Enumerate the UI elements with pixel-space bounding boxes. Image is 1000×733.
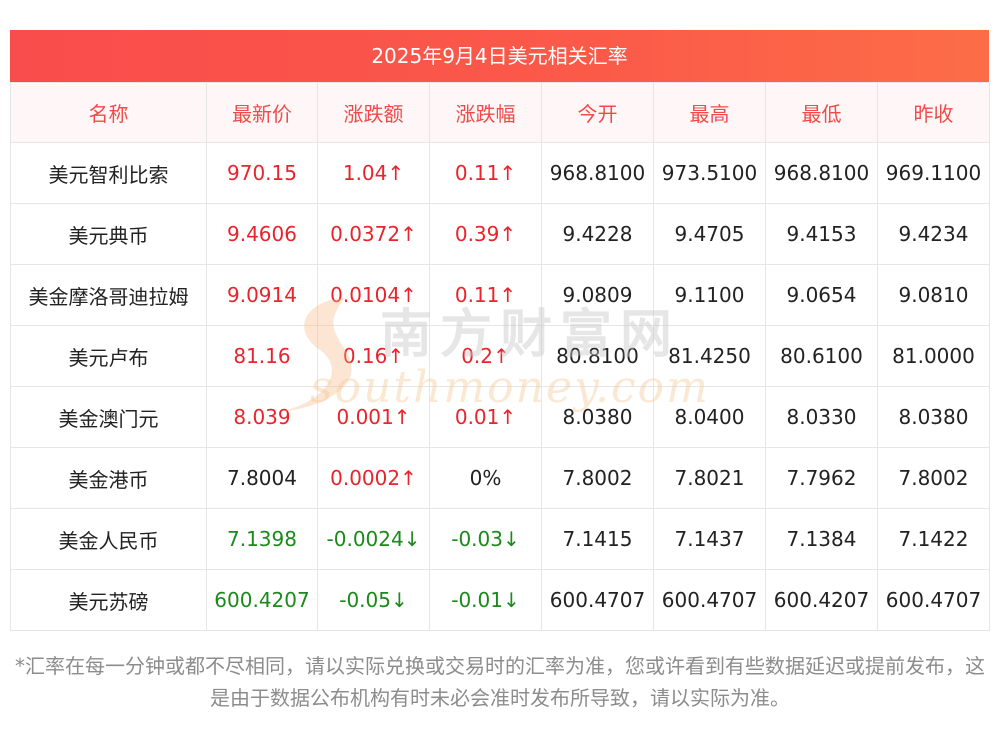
cell-prev: 7.1422	[877, 508, 990, 570]
cell-high: 8.0400	[653, 386, 766, 448]
cell-prev: 9.0810	[877, 264, 990, 326]
cell-high: 9.1100	[653, 264, 766, 326]
table-header-row: 名称 最新价 涨跌额 涨跌幅 今开 最高 最低 昨收	[10, 82, 990, 143]
cell-low: 600.4207	[765, 569, 878, 631]
cell-change: 0.0002↑	[317, 447, 430, 509]
col-header-name: 名称	[10, 82, 207, 143]
cell-pct: -0.03↓	[429, 508, 542, 570]
cell-open: 7.8002	[541, 447, 654, 509]
cell-name: 美元苏磅	[10, 569, 207, 631]
footnote: *汇率在每一分钟或都不尽相同，请以实际兑换或交易时的汇率为准，您或许看到有些数据…	[15, 654, 985, 710]
cell-name: 美元典币	[10, 203, 207, 265]
cell-change: 1.04↑	[317, 142, 430, 204]
table-row: 美金摩洛哥迪拉姆 9.0914 0.0104↑ 0.11↑ 9.0809 9.1…	[10, 264, 990, 326]
cell-open: 968.8100	[541, 142, 654, 204]
table-row: 美元智利比索 970.15 1.04↑ 0.11↑ 968.8100 973.5…	[10, 142, 990, 204]
cell-name: 美金港币	[10, 447, 207, 509]
cell-prev: 8.0380	[877, 386, 990, 448]
cell-change: 0.0104↑	[317, 264, 430, 326]
cell-low: 8.0330	[765, 386, 878, 448]
table-title: 2025年9月4日美元相关汇率	[10, 30, 989, 82]
table-row: 美元典币 9.4606 0.0372↑ 0.39↑ 9.4228 9.4705 …	[10, 203, 990, 265]
cell-latest: 8.039	[206, 386, 318, 448]
cell-change: 0.001↑	[317, 386, 430, 448]
cell-high: 7.1437	[653, 508, 766, 570]
cell-open: 7.1415	[541, 508, 654, 570]
cell-prev: 600.4707	[877, 569, 990, 631]
cell-change: 0.0372↑	[317, 203, 430, 265]
cell-pct: 0.39↑	[429, 203, 542, 265]
cell-name: 美元卢布	[10, 325, 207, 387]
cell-pct: 0.2↑	[429, 325, 542, 387]
cell-open: 80.8100	[541, 325, 654, 387]
col-header-pct: 涨跌幅	[429, 82, 542, 143]
cell-change: 0.16↑	[317, 325, 430, 387]
cell-latest: 9.0914	[206, 264, 318, 326]
col-header-low: 最低	[765, 82, 878, 143]
cell-open: 9.4228	[541, 203, 654, 265]
cell-latest: 7.1398	[206, 508, 318, 570]
cell-name: 美金摩洛哥迪拉姆	[10, 264, 207, 326]
cell-open: 9.0809	[541, 264, 654, 326]
col-header-latest: 最新价	[206, 82, 318, 143]
cell-latest: 9.4606	[206, 203, 318, 265]
cell-change: -0.0024↓	[317, 508, 430, 570]
table-row: 美金港币 7.8004 0.0002↑ 0% 7.8002 7.8021 7.7…	[10, 447, 990, 509]
cell-low: 9.0654	[765, 264, 878, 326]
cell-pct: -0.01↓	[429, 569, 542, 631]
rate-table-panel: 2025年9月4日美元相关汇率 名称 最新价 涨跌额 涨跌幅 今开 最高 最低 …	[10, 30, 990, 631]
cell-open: 8.0380	[541, 386, 654, 448]
col-header-high: 最高	[653, 82, 766, 143]
cell-pct: 0.11↑	[429, 264, 542, 326]
col-header-open: 今开	[541, 82, 654, 143]
cell-change: -0.05↓	[317, 569, 430, 631]
cell-pct: 0%	[429, 447, 542, 509]
cell-high: 973.5100	[653, 142, 766, 204]
cell-low: 9.4153	[765, 203, 878, 265]
cell-low: 7.7962	[765, 447, 878, 509]
cell-prev: 9.4234	[877, 203, 990, 265]
rate-table: 名称 最新价 涨跌额 涨跌幅 今开 最高 最低 昨收 美元智利比索 970.15…	[10, 82, 990, 631]
cell-high: 7.8021	[653, 447, 766, 509]
cell-low: 7.1384	[765, 508, 878, 570]
cell-prev: 969.1100	[877, 142, 990, 204]
cell-pct: 0.11↑	[429, 142, 542, 204]
cell-name: 美金澳门元	[10, 386, 207, 448]
table-row: 美金澳门元 8.039 0.001↑ 0.01↑ 8.0380 8.0400 8…	[10, 386, 990, 448]
table-row: 美元卢布 81.16 0.16↑ 0.2↑ 80.8100 81.4250 80…	[10, 325, 990, 387]
table-row: 美金人民币 7.1398 -0.0024↓ -0.03↓ 7.1415 7.14…	[10, 508, 990, 570]
col-header-change: 涨跌额	[317, 82, 430, 143]
table-row: 美元苏磅 600.4207 -0.05↓ -0.01↓ 600.4707 600…	[10, 569, 990, 631]
cell-latest: 81.16	[206, 325, 318, 387]
cell-low: 968.8100	[765, 142, 878, 204]
cell-high: 81.4250	[653, 325, 766, 387]
cell-pct: 0.01↑	[429, 386, 542, 448]
cell-low: 80.6100	[765, 325, 878, 387]
cell-latest: 7.8004	[206, 447, 318, 509]
cell-name: 美金人民币	[10, 508, 207, 570]
cell-latest: 600.4207	[206, 569, 318, 631]
cell-latest: 970.15	[206, 142, 318, 204]
col-header-prev: 昨收	[877, 82, 990, 143]
cell-high: 600.4707	[653, 569, 766, 631]
cell-prev: 7.8002	[877, 447, 990, 509]
cell-name: 美元智利比索	[10, 142, 207, 204]
cell-high: 9.4705	[653, 203, 766, 265]
cell-prev: 81.0000	[877, 325, 990, 387]
cell-open: 600.4707	[541, 569, 654, 631]
